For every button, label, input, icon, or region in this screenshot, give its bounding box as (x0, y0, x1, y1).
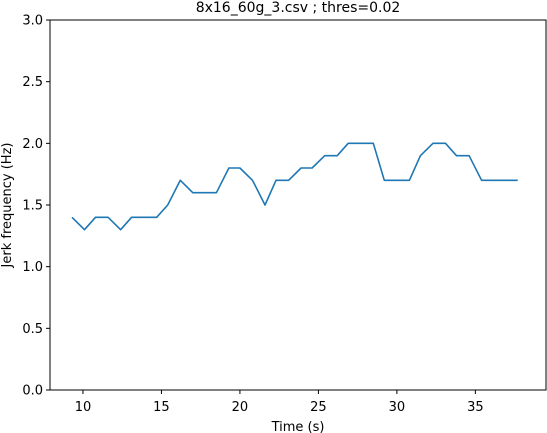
x-tick-label: 10 (75, 400, 92, 415)
y-tick-label: 0.0 (22, 384, 43, 399)
plot-frame (49, 19, 547, 391)
x-tick-label: 20 (232, 400, 249, 415)
y-tick-label: 2.5 (22, 75, 43, 90)
x-tick-label: 25 (310, 400, 327, 415)
chart-title: 8x16_60g_3.csv ; thres=0.02 (196, 0, 401, 16)
y-tick-label: 3.0 (22, 14, 43, 29)
x-axis-label: Time (s) (271, 420, 325, 433)
y-axis-ticks: 0.0 0.5 1.0 1.5 2.0 2.5 3.0 (22, 14, 50, 399)
y-axis-label: Jerk frequency (Hz) (0, 143, 15, 269)
x-tick-label: 15 (153, 400, 170, 415)
y-tick-label: 1.5 (22, 199, 43, 214)
plot-area: 10 15 20 25 30 35 0.0 0.5 1.0 1.5 2.0 2.5 3.0 (22, 14, 547, 415)
y-tick-label: 0.5 (22, 322, 43, 337)
x-tick-label: 35 (467, 400, 484, 415)
y-tick-label: 1.0 (22, 260, 43, 275)
x-axis-ticks: 10 15 20 25 30 35 (75, 390, 484, 415)
y-tick-label: 2.0 (22, 137, 43, 152)
series-line (71, 142, 518, 231)
x-tick-label: 30 (389, 400, 406, 415)
